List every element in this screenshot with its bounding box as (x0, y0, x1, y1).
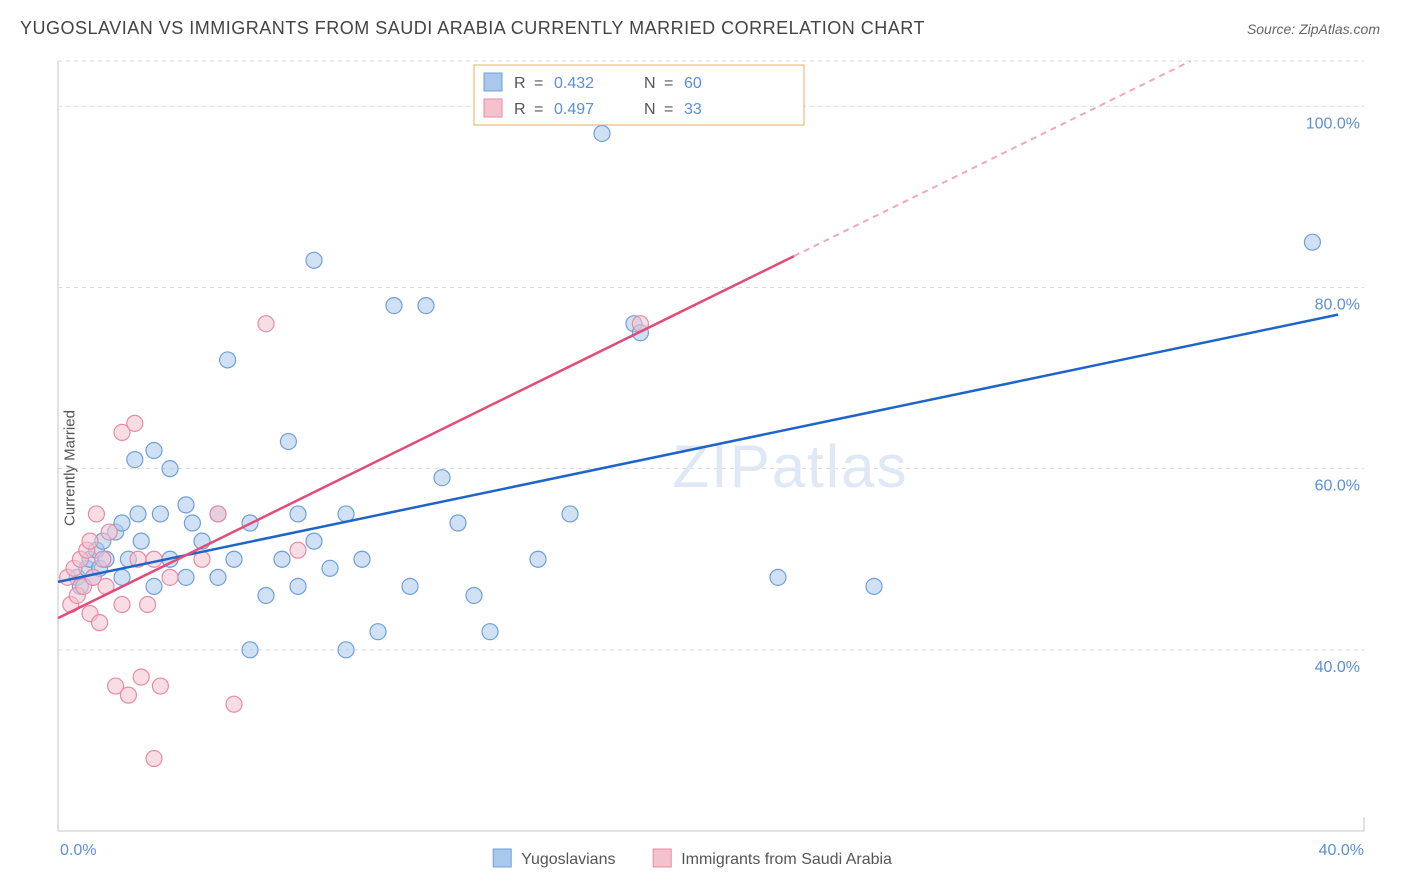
legend-swatch-saudi (653, 849, 671, 867)
y-tick-label: 40.0% (1315, 659, 1360, 676)
y-tick-label: 60.0% (1315, 478, 1360, 495)
data-point-yugo (306, 533, 322, 549)
data-point-yugo (178, 569, 194, 585)
data-point-saudi (92, 615, 108, 631)
data-point-yugo (178, 497, 194, 513)
data-point-yugo (418, 298, 434, 314)
trend-line-yugo (58, 315, 1338, 582)
data-point-yugo (562, 506, 578, 522)
source-label: Source: ZipAtlas.com (1247, 21, 1380, 37)
legend-swatch-saudi (484, 99, 502, 117)
stat-n-value-saudi: 33 (684, 101, 702, 118)
data-point-yugo (146, 578, 162, 594)
data-point-yugo (242, 642, 258, 658)
data-point-yugo (370, 624, 386, 640)
data-point-saudi (162, 569, 178, 585)
stat-r-label: R (514, 101, 526, 118)
data-point-saudi (146, 751, 162, 767)
data-point-saudi (88, 506, 104, 522)
data-point-yugo (402, 578, 418, 594)
stat-eq: = (664, 75, 673, 92)
data-point-yugo (386, 298, 402, 314)
data-point-yugo (770, 569, 786, 585)
trend-line-dash-saudi (794, 61, 1191, 256)
data-point-saudi (290, 542, 306, 558)
stat-eq: = (534, 75, 543, 92)
data-point-saudi (152, 678, 168, 694)
stat-eq: = (534, 101, 543, 118)
legend-label-yugo: Yugoslavians (521, 851, 615, 868)
data-point-yugo (127, 452, 143, 468)
data-point-saudi (226, 696, 242, 712)
data-point-yugo (146, 443, 162, 459)
stat-r-value-saudi: 0.497 (554, 101, 594, 118)
data-point-yugo (130, 506, 146, 522)
stat-r-value-yugo: 0.432 (554, 75, 594, 92)
stat-r-label: R (514, 75, 526, 92)
data-point-yugo (162, 461, 178, 477)
data-point-saudi (210, 506, 226, 522)
correlation-scatter-chart: 40.0% 60.0% 80.0% 100.0% ZIPatlas 0.0% 40.0% R =… (40, 53, 1380, 883)
data-point-yugo (530, 551, 546, 567)
data-point-yugo (306, 252, 322, 268)
data-point-saudi (120, 687, 136, 703)
data-point-yugo (482, 624, 498, 640)
data-point-saudi (133, 669, 149, 685)
data-point-saudi (101, 524, 117, 540)
stat-eq: = (664, 101, 673, 118)
stat-n-label: N (644, 101, 656, 118)
y-axis-label: Currently Married (61, 410, 78, 526)
data-point-yugo (434, 470, 450, 486)
data-point-yugo (866, 578, 882, 594)
data-point-yugo (133, 533, 149, 549)
data-point-saudi (114, 597, 130, 613)
x-tick-label: 0.0% (60, 842, 96, 859)
data-point-yugo (184, 515, 200, 531)
data-point-yugo (290, 506, 306, 522)
data-point-yugo (354, 551, 370, 567)
y-tick-label: 80.0% (1315, 296, 1360, 313)
watermark: ZIPatlas (672, 433, 908, 500)
legend-swatch-yugo (484, 73, 502, 91)
data-point-saudi (258, 316, 274, 332)
legend-label-saudi: Immigrants from Saudi Arabia (681, 851, 892, 868)
data-point-yugo (274, 551, 290, 567)
data-point-yugo (152, 506, 168, 522)
data-point-yugo (258, 587, 274, 603)
data-point-yugo (210, 569, 226, 585)
data-point-saudi (95, 551, 111, 567)
data-point-yugo (290, 578, 306, 594)
data-point-yugo (338, 642, 354, 658)
x-tick-label: 40.0% (1319, 842, 1364, 859)
legend-swatch-yugo (493, 849, 511, 867)
y-tick-label: 100.0% (1306, 115, 1360, 132)
data-point-yugo (220, 352, 236, 368)
data-point-yugo (322, 560, 338, 576)
data-point-yugo (1304, 234, 1320, 250)
chart-title: YUGOSLAVIAN VS IMMIGRANTS FROM SAUDI ARA… (20, 18, 925, 39)
data-point-saudi (82, 533, 98, 549)
data-point-yugo (466, 587, 482, 603)
data-point-saudi (140, 597, 156, 613)
stat-n-label: N (644, 75, 656, 92)
data-point-yugo (226, 551, 242, 567)
data-point-yugo (450, 515, 466, 531)
data-point-saudi (127, 415, 143, 431)
data-point-yugo (280, 433, 296, 449)
data-point-yugo (594, 125, 610, 141)
data-point-saudi (146, 551, 162, 567)
stat-n-value-yugo: 60 (684, 75, 702, 92)
